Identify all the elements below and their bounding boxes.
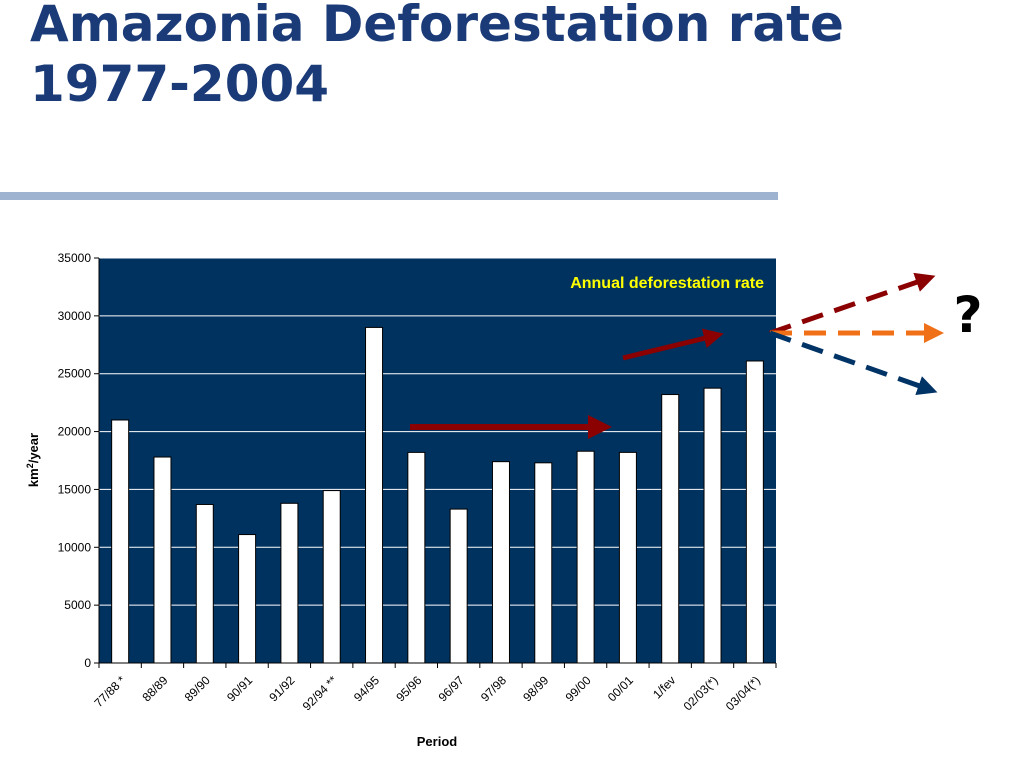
x-tick-label: 94/95 — [351, 673, 382, 704]
bar — [618, 451, 637, 664]
slide-title-line1: Amazonia Deforestation rate — [30, 0, 844, 53]
x-tick-label: 97/98 — [478, 673, 509, 704]
x-tick-label: 99/00 — [563, 673, 594, 704]
y-axis-title: km2/year — [25, 433, 41, 487]
bar — [153, 456, 172, 664]
bar — [576, 450, 595, 664]
bar — [703, 387, 722, 664]
x-tick-label: 00/01 — [605, 673, 636, 704]
title-divider — [0, 192, 778, 200]
bar — [365, 326, 384, 664]
bar — [534, 462, 553, 664]
question-mark: ? — [953, 286, 982, 344]
x-tick-label: 03/04(*) — [723, 673, 763, 713]
bar — [491, 461, 510, 664]
y-axis-title-superscript: 2 — [25, 463, 35, 468]
x-tick-label: 02/03(*) — [681, 673, 721, 713]
projection-down-arrow — [769, 330, 938, 396]
annotation-annual-deforestation-rate: Annual deforestation rate — [570, 275, 764, 292]
x-axis-ticks: 77/88 * 88/89 89/90 90/91 91/92 92/94 ** 94/95… — [91, 663, 777, 713]
bar — [661, 394, 680, 664]
bar — [280, 502, 299, 664]
x-axis-title: Period — [417, 734, 458, 749]
x-tick-label: 88/89 — [139, 673, 170, 704]
y-tick-label: 15000 — [58, 482, 92, 496]
y-tick-label: 30000 — [58, 309, 92, 323]
y-tick-label: 20000 — [58, 425, 92, 439]
x-tick-label: 1/fev — [650, 673, 678, 701]
bars — [111, 326, 764, 664]
y-tick-label: 5000 — [64, 598, 91, 612]
y-tick-label: 10000 — [58, 540, 92, 554]
bar — [238, 534, 257, 664]
x-tick-label: 91/92 — [266, 673, 297, 704]
bar — [745, 360, 764, 664]
slide-title: Amazonia Deforestation rate 1977-2004 — [30, 0, 990, 114]
bar — [449, 508, 468, 664]
bar — [111, 419, 130, 664]
bar — [407, 451, 426, 664]
x-tick-label: 77/88 * — [91, 673, 128, 710]
y-axis-title-unit: km — [26, 468, 41, 487]
slide-title-line2: 1977-2004 — [30, 55, 330, 113]
x-tick-label: 90/91 — [224, 673, 255, 704]
y-tick-label: 35000 — [58, 251, 92, 265]
y-axis-title-per-year: /year — [26, 433, 41, 463]
bar — [195, 503, 214, 664]
x-tick-label: 92/94 ** — [300, 673, 340, 713]
x-tick-label: 98/99 — [520, 673, 551, 704]
bar — [322, 490, 341, 664]
y-tick-label: 0 — [84, 656, 91, 670]
x-tick-label: 96/97 — [436, 673, 467, 704]
y-axis-ticks: 0 5000 10000 15000 20000 25000 30000 35000 — [58, 251, 99, 670]
rising-arrow — [622, 328, 724, 361]
x-tick-label: 89/90 — [182, 673, 213, 704]
projection-up-arrow — [769, 272, 936, 336]
x-tick-label: 95/96 — [393, 673, 424, 704]
y-tick-label: 25000 — [58, 367, 92, 381]
